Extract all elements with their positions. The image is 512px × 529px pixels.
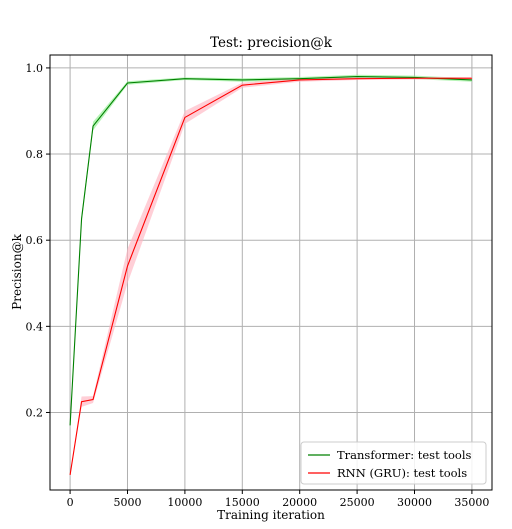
legend-label: Transformer: test tools [337, 448, 471, 462]
x-tick-label: 30000 [397, 496, 432, 509]
legend: Transformer: test tools RNN (GRU): test t… [300, 441, 487, 485]
series-line-2 [69, 77, 472, 476]
x-axis-label: Training iteration [217, 508, 325, 522]
y-tick-label: 0.2 [26, 406, 44, 419]
x-tick-label: 10000 [167, 496, 202, 509]
y-tick-label: 0.6 [26, 234, 44, 247]
x-tick-label: 35000 [454, 496, 489, 509]
y-tick-label: 0.8 [26, 148, 44, 161]
legend-box [300, 441, 487, 485]
y-tick-label: 1.0 [26, 62, 44, 75]
y-axis-label: Precision@k [10, 233, 24, 309]
x-tick-label: 5000 [113, 496, 141, 509]
y-tick-label: 0.4 [26, 320, 44, 333]
axis-ticks: 0 5000 10000 15000 20000 25000 30000 35000 0.2 0.… [26, 62, 490, 509]
legend-label: RNN (GRU): test tools [337, 466, 467, 480]
x-tick-label: 20000 [282, 496, 317, 509]
plot-frame [49, 54, 493, 491]
series-lines [69, 75, 472, 476]
x-tick-label: 0 [67, 496, 74, 509]
series-line-1 [69, 75, 472, 426]
x-tick-label: 15000 [225, 496, 260, 509]
grid [50, 55, 492, 490]
chart-title: Test: precision@k [210, 35, 333, 51]
series-band-2 [70, 76, 472, 477]
x-tick-label: 25000 [340, 496, 375, 509]
confidence-bands [70, 74, 472, 477]
